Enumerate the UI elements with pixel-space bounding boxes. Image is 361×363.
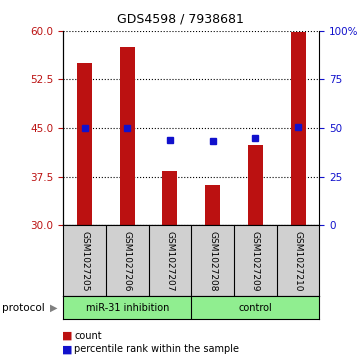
Text: GSM1027207: GSM1027207 [165, 231, 174, 291]
Text: GSM1027208: GSM1027208 [208, 231, 217, 291]
Bar [291, 32, 306, 225]
Bar [120, 47, 135, 225]
Text: protocol: protocol [2, 303, 44, 313]
Text: GSM1027209: GSM1027209 [251, 231, 260, 291]
Text: ▶: ▶ [50, 303, 57, 313]
Bar [248, 146, 263, 225]
Text: ■: ■ [61, 344, 72, 354]
Text: GSM1027206: GSM1027206 [123, 231, 132, 291]
Bar [77, 63, 92, 225]
Text: miR-31 inhibition: miR-31 inhibition [86, 303, 169, 313]
Text: percentile rank within the sample: percentile rank within the sample [74, 344, 239, 354]
Text: GSM1027210: GSM1027210 [293, 231, 303, 291]
Bar [205, 185, 220, 225]
Text: count: count [74, 331, 102, 341]
Text: GSM1027205: GSM1027205 [80, 231, 89, 291]
Text: control: control [239, 303, 272, 313]
Text: ■: ■ [61, 331, 72, 341]
Bar [162, 171, 178, 225]
Text: GDS4598 / 7938681: GDS4598 / 7938681 [117, 13, 244, 26]
